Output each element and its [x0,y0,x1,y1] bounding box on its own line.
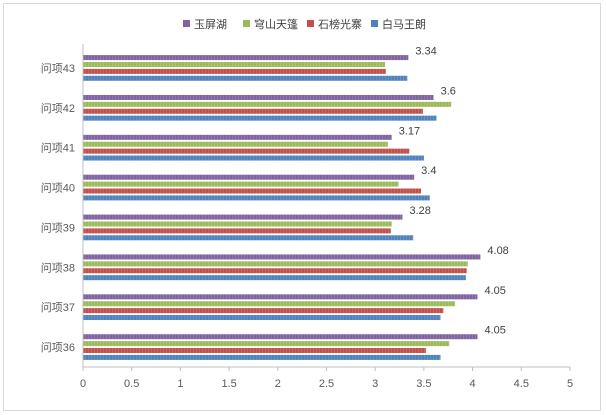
x-tick-label: 1 [177,378,183,390]
x-tick-label: 3 [372,378,378,390]
legend-swatch [243,20,250,27]
legend-swatch [183,20,190,27]
bar-texture [83,275,466,281]
bar-texture [83,115,437,121]
legend-swatch [371,20,378,27]
bar-texture [83,181,399,187]
data-label: 3.28 [409,205,430,217]
bar-texture [83,101,452,107]
category-label: 问项42 [41,102,75,115]
bar-texture [83,108,423,114]
data-label: 3.34 [415,46,436,58]
bar-texture [83,75,408,81]
bars [83,55,481,360]
bar-texture [83,228,391,234]
legend-label: 穹山天篷 [254,17,298,31]
x-tick-label: 2.5 [319,378,334,390]
category-label: 问项37 [41,301,75,314]
x-tick-label: 2 [275,378,281,390]
data-label: 4.05 [484,325,505,337]
category-label: 问项38 [41,261,75,274]
bar-texture [83,315,441,321]
data-label: 4.05 [484,285,505,297]
axes: 问项43 问项42 问项41 问项40 问项39 问项38 问项37 问项36 0 0.5 1 1.5… [41,44,573,390]
bar-texture [83,341,450,347]
bar-texture [83,235,414,241]
bar-chart: 玉屏湖 穹山天篷 石榜光寨 白马王朗 3.34 3.6 3.17 3.4 3.28 4.08 4.… [41,17,573,390]
bar-texture [83,94,434,100]
data-label: 4.08 [487,245,508,257]
bar-texture [83,348,426,354]
bar-texture [83,334,478,340]
bar-texture [83,188,421,194]
bar-texture [83,141,388,147]
bar-texture [83,155,424,161]
legend-label: 玉屏湖 [194,18,227,31]
bar-texture [83,68,386,74]
bar-texture [83,308,444,314]
legend-label: 石榜光寨 [318,17,362,31]
bar-texture [83,354,441,360]
x-tick-label: 0 [80,378,86,390]
chart-frame: 玉屏湖 穹山天篷 石榜光寨 白马王朗 3.34 3.6 3.17 3.4 3.28 4.08 4.… [3,3,601,411]
bar-texture [83,214,403,220]
bar-texture [83,221,392,227]
bar-texture [83,174,415,180]
bar-texture [83,268,467,274]
category-label: 问项39 [41,221,75,234]
data-label: 3.17 [399,125,420,137]
bar-texture [83,261,468,267]
bar-texture [83,61,385,67]
x-tick-label: 4.5 [514,378,529,390]
category-label: 问项40 [41,182,75,195]
legend: 玉屏湖 穹山天篷 石榜光寨 白马王朗 [183,17,426,31]
x-tick-label: 4 [470,378,476,390]
x-tick-label: 1.5 [221,378,236,390]
category-label: 问项43 [41,62,75,75]
category-label: 问项36 [41,341,75,354]
category-label: 问项41 [41,142,75,155]
bar-texture [83,195,430,201]
data-label: 3.4 [421,165,436,177]
x-tick-label: 5 [567,378,573,390]
bar-texture [83,55,409,61]
bar-texture [83,148,410,154]
bar-texture [83,294,478,300]
x-tick-label: 3.5 [416,378,431,390]
x-tick-label: 0.5 [124,378,139,390]
bar-texture [83,301,456,307]
legend-label: 白马王朗 [382,17,426,31]
bar-texture [83,134,392,140]
legend-swatch [307,20,314,27]
data-label: 3.6 [441,85,456,97]
bar-texture [83,254,481,260]
data-labels: 3.34 3.6 3.17 3.4 3.28 4.08 4.05 4.05 [399,46,509,337]
